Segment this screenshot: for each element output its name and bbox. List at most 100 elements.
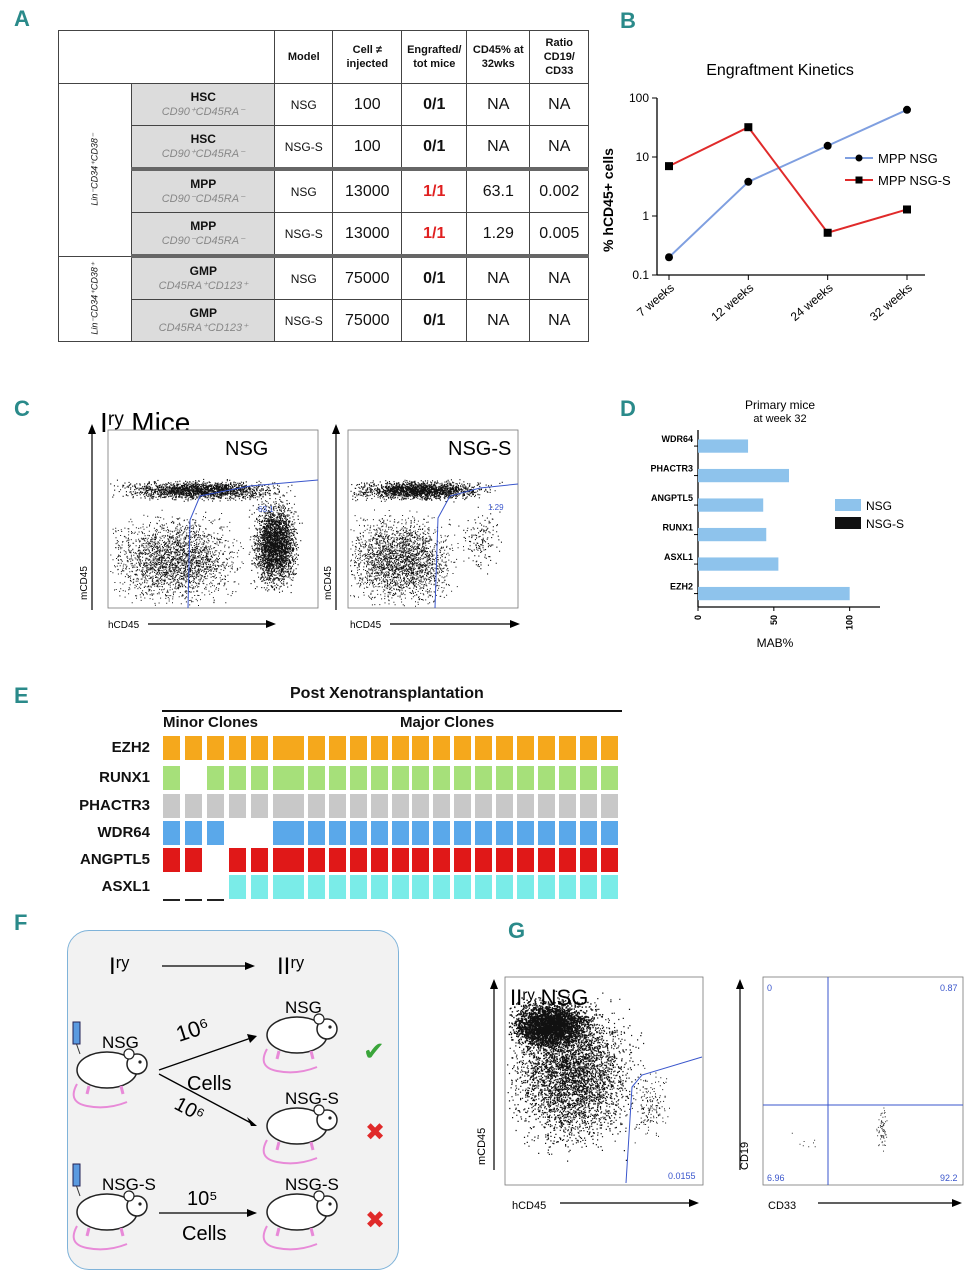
mutation-cell xyxy=(412,848,430,872)
mutation-cell xyxy=(454,821,472,845)
cells-cell: 100 xyxy=(332,125,403,171)
mutation-cell xyxy=(433,794,451,818)
mutation-cell xyxy=(163,736,180,760)
mutation-cell xyxy=(229,766,246,790)
dose-label-2: 10⁶ xyxy=(171,1093,208,1127)
mutation-cell xyxy=(412,794,430,818)
mutation-cell xyxy=(349,875,367,899)
mutation-cell xyxy=(558,766,576,790)
mutation-cell xyxy=(163,821,180,845)
mouse-foot xyxy=(275,1141,281,1151)
mutation-cell xyxy=(454,766,472,790)
mouse-head xyxy=(126,1195,148,1217)
bar xyxy=(698,439,749,453)
mutation-cell xyxy=(475,766,493,790)
legend-swatch xyxy=(835,517,861,529)
ratio-cell: 0.005 xyxy=(529,212,590,258)
table-row: MPP CD90⁻CD45RA⁻ NSG 13000 1/1 63.1 0.002 xyxy=(59,168,590,213)
absent-marker xyxy=(207,899,224,901)
data-point xyxy=(665,162,673,171)
mutation-cell xyxy=(273,875,290,899)
x-tick-label: 12 weeks xyxy=(708,281,756,324)
mutation-cell xyxy=(496,821,513,845)
mutation-cell xyxy=(251,875,268,899)
mutation-cell xyxy=(475,736,493,760)
x-axis-label-cd33: CD33 xyxy=(768,1200,796,1212)
dot-cloud xyxy=(350,509,467,607)
mutation-cell xyxy=(537,736,555,760)
mutation-cell xyxy=(328,875,346,899)
panel-label-f: F xyxy=(14,910,28,935)
legend-label: MPP NSG xyxy=(878,151,938,166)
mutation-cell xyxy=(287,848,304,872)
y-axis-label: mCD45 xyxy=(79,566,90,600)
mouse-tail xyxy=(262,1048,318,1074)
table-corner xyxy=(57,30,276,84)
gene-label: ANGPTL5 xyxy=(79,851,150,868)
mutation-cell xyxy=(558,736,576,760)
data-point xyxy=(903,205,911,214)
mouse-head xyxy=(316,1195,338,1217)
quad-top-left: 0 xyxy=(767,983,772,993)
mouse-eye xyxy=(138,1060,142,1064)
cd45-cell: 63.1 xyxy=(466,168,531,213)
gene-label: ASXL1 xyxy=(101,878,150,895)
x-axis-label: hCD45 xyxy=(350,620,382,631)
mutation-cell xyxy=(328,821,346,845)
mutation-cell xyxy=(287,794,304,818)
x-tick-label: 7 weeks xyxy=(634,281,677,320)
mouse-label: NSG-S xyxy=(285,1175,339,1194)
mutation-cell xyxy=(349,848,367,872)
model-cell: NSG xyxy=(274,83,334,126)
chart-title: Primary mice xyxy=(745,398,815,412)
mutation-cell xyxy=(558,848,576,872)
series-line xyxy=(668,108,908,258)
y-tick-label: PHACTR3 xyxy=(650,464,693,474)
legend-marker xyxy=(855,176,863,184)
table-row: MPP CD90⁻CD45RA⁻ NSG-S 13000 1/1 1.29 0.0… xyxy=(59,212,590,258)
mutation-cell xyxy=(251,794,268,818)
mouse-eye xyxy=(328,1025,332,1029)
pop-cell: HSC CD90⁺CD45RA⁻ xyxy=(131,83,276,126)
bar xyxy=(698,586,850,601)
plot-label: NSG-S xyxy=(448,438,511,460)
mutation-cell xyxy=(579,821,597,845)
x-tick-label: 100 xyxy=(845,615,855,630)
mouse-label: NSG-S xyxy=(285,1089,339,1108)
header-model: Model xyxy=(274,30,334,84)
post-xeno-title: Post Xenotransplantation xyxy=(290,685,484,702)
title-rule xyxy=(162,710,622,712)
mouse-ear xyxy=(313,1013,325,1025)
mutation-cell xyxy=(273,794,290,818)
mouse-foot xyxy=(309,1227,315,1237)
mouse-ear xyxy=(123,1048,135,1060)
mutation-cell xyxy=(475,875,493,899)
dot-cloud xyxy=(631,1067,670,1144)
panel-label-d: D xyxy=(620,396,636,421)
x-tick-label: 32 weeks xyxy=(867,281,915,324)
mutation-cell xyxy=(307,875,325,899)
series-line xyxy=(668,125,908,234)
absent-marker xyxy=(185,899,202,901)
mutation-cell xyxy=(163,848,180,872)
legend-label: MPP NSG-S xyxy=(878,173,951,188)
dot-cloud xyxy=(458,506,502,575)
mutation-cell xyxy=(433,875,451,899)
mutation-cell xyxy=(433,848,451,872)
gate-line xyxy=(187,479,319,609)
engrafted-cell: 0/1 xyxy=(401,255,468,300)
mouse-foot xyxy=(119,1085,125,1095)
x-tick-label: 24 weeks xyxy=(788,281,836,324)
primary-label: Iʳʸ xyxy=(109,953,129,980)
cd45-cell: NA xyxy=(466,299,531,342)
mutation-cell xyxy=(207,766,224,790)
bar xyxy=(698,498,764,512)
mutation-cell xyxy=(328,848,346,872)
mouse-foot xyxy=(275,1227,281,1237)
mutation-cell xyxy=(516,848,534,872)
mutation-cell xyxy=(229,875,246,899)
mutation-cell xyxy=(251,848,268,872)
header-cells: Cell ≠ injected xyxy=(332,30,403,84)
side-label-cd38pos: Lin⁻CD34⁺CD38⁺ xyxy=(57,255,133,342)
mouse-icon: NSG-S xyxy=(72,1163,156,1251)
